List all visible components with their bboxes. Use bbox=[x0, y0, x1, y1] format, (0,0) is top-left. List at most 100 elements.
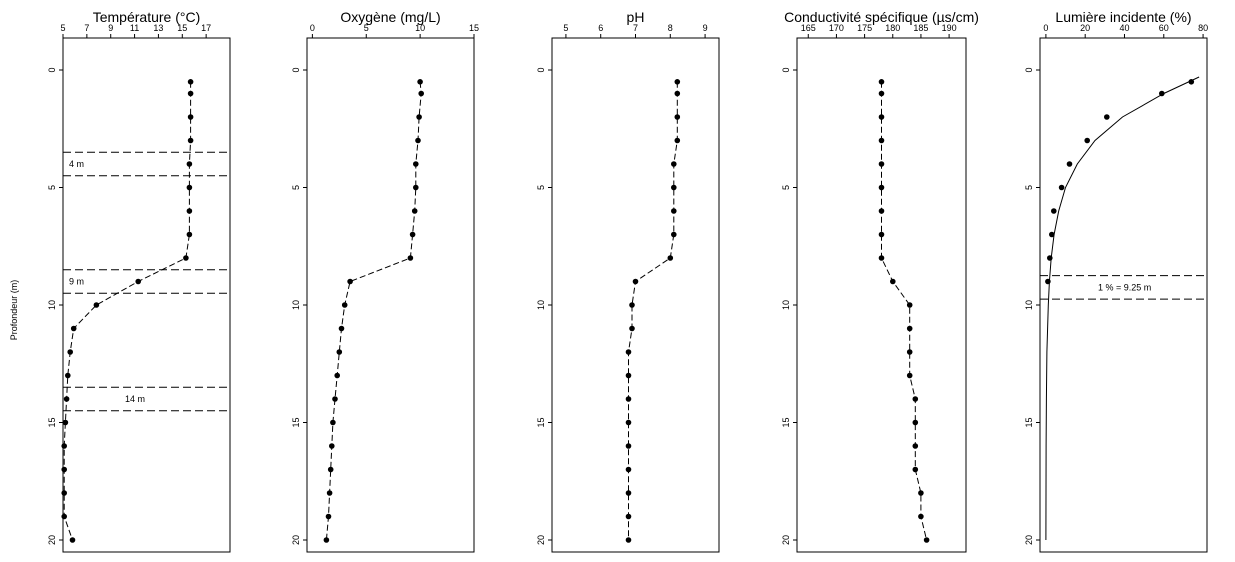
data-point bbox=[413, 184, 419, 191]
data-point bbox=[674, 137, 681, 144]
x-tick-label: 20 bbox=[1080, 23, 1090, 33]
y-tick-label: 15 bbox=[781, 417, 791, 427]
data-point bbox=[878, 79, 885, 85]
data-point bbox=[906, 302, 913, 308]
x-tick-label: 40 bbox=[1119, 23, 1129, 33]
data-point bbox=[186, 161, 193, 167]
data-point bbox=[1159, 90, 1165, 97]
data-point bbox=[629, 325, 635, 332]
x-tick-label: 9 bbox=[108, 23, 113, 33]
data-point bbox=[1051, 208, 1057, 214]
data-point bbox=[323, 537, 330, 543]
panel-title: Conductivité spécifique (µs/cm) bbox=[784, 9, 979, 25]
data-point bbox=[330, 419, 336, 426]
data-point bbox=[632, 278, 639, 285]
data-point bbox=[625, 372, 632, 379]
series-line bbox=[881, 81, 928, 541]
data-point bbox=[1047, 255, 1053, 261]
data-point bbox=[878, 231, 885, 238]
data-point bbox=[629, 302, 635, 308]
y-tick-label: 0 bbox=[536, 67, 546, 72]
data-point bbox=[1058, 184, 1065, 191]
y-tick-label: 15 bbox=[291, 417, 301, 427]
data-point bbox=[63, 396, 70, 402]
data-point bbox=[334, 372, 341, 379]
y-tick-label: 20 bbox=[291, 535, 301, 545]
x-tick-label: 185 bbox=[913, 23, 928, 33]
x-tick-label: 17 bbox=[201, 23, 211, 33]
x-tick-label: 5 bbox=[563, 23, 568, 33]
data-point bbox=[923, 537, 930, 543]
data-point bbox=[187, 79, 194, 85]
y-tick-label: 0 bbox=[291, 67, 301, 72]
data-point bbox=[912, 396, 919, 402]
panel-title: pH bbox=[627, 9, 645, 25]
x-tick-label: 15 bbox=[177, 23, 187, 33]
data-point bbox=[187, 90, 194, 97]
y-tick-label: 15 bbox=[1024, 417, 1034, 427]
data-point bbox=[413, 161, 419, 167]
y-tick-label: 0 bbox=[1024, 67, 1034, 72]
data-point bbox=[409, 231, 416, 238]
panel-5: Lumière incidente (%) 0 20 40 60 80 0 5 10 15 20 1 … bbox=[1024, 9, 1208, 553]
data-point bbox=[418, 90, 425, 97]
panel-title: Oxygène (mg/L) bbox=[340, 9, 440, 25]
y-tick-label: 20 bbox=[1024, 535, 1034, 545]
data-point bbox=[1049, 231, 1055, 238]
data-point bbox=[625, 419, 632, 426]
data-point bbox=[338, 325, 345, 332]
plot-frame bbox=[306, 37, 475, 553]
x-tick-label: 5 bbox=[364, 23, 369, 33]
data-point bbox=[332, 396, 338, 402]
panel-title: Lumière incidente (%) bbox=[1055, 9, 1191, 25]
data-point bbox=[417, 79, 423, 85]
data-point bbox=[347, 278, 353, 285]
panel-title: Température (°C) bbox=[93, 9, 201, 25]
series-line bbox=[325, 81, 422, 541]
y-tick-label: 5 bbox=[781, 185, 791, 190]
x-tick-label: 5 bbox=[60, 23, 65, 33]
band-label: 14 m bbox=[125, 394, 145, 404]
data-point bbox=[625, 466, 632, 473]
x-tick-label: 165 bbox=[801, 23, 816, 33]
data-point bbox=[183, 255, 189, 261]
data-point bbox=[671, 231, 677, 238]
x-tick-label: 170 bbox=[829, 23, 844, 33]
x-tick-label: 175 bbox=[857, 23, 872, 33]
x-tick-label: 60 bbox=[1159, 23, 1169, 33]
data-point bbox=[912, 419, 919, 426]
data-point bbox=[187, 137, 194, 144]
data-point bbox=[187, 114, 194, 120]
data-point bbox=[61, 466, 67, 473]
data-point bbox=[625, 513, 632, 520]
data-point bbox=[1066, 161, 1073, 167]
data-point bbox=[878, 184, 885, 191]
x-tick-label: 8 bbox=[668, 23, 673, 33]
panel-4: Conductivité spécifique (µs/cm)165 170 175… bbox=[781, 9, 979, 553]
panel-3: pH 5 6 7 8 9 0 5 10 15 20 bbox=[536, 9, 720, 553]
data-point bbox=[70, 325, 77, 332]
data-point bbox=[1084, 137, 1090, 144]
data-point bbox=[326, 490, 333, 496]
data-point bbox=[912, 443, 919, 449]
data-point bbox=[67, 349, 73, 355]
y-tick-label: 10 bbox=[1024, 300, 1034, 310]
data-point bbox=[906, 372, 913, 379]
band-label: 1 % = 9.25 m bbox=[1098, 282, 1151, 292]
data-point bbox=[61, 490, 67, 496]
data-point bbox=[625, 443, 632, 449]
x-tick-label: 0 bbox=[310, 23, 315, 33]
data-point bbox=[65, 372, 71, 379]
data-point bbox=[186, 208, 193, 214]
data-point bbox=[415, 137, 421, 144]
data-point bbox=[61, 443, 67, 449]
x-tick-label: 80 bbox=[1198, 23, 1208, 33]
x-tick-label: 13 bbox=[153, 23, 163, 33]
x-tick-label: 11 bbox=[130, 23, 139, 33]
x-tick-label: 10 bbox=[415, 23, 425, 33]
data-point bbox=[135, 278, 141, 285]
data-point bbox=[671, 184, 677, 191]
data-point bbox=[411, 208, 418, 214]
data-point bbox=[416, 114, 422, 120]
